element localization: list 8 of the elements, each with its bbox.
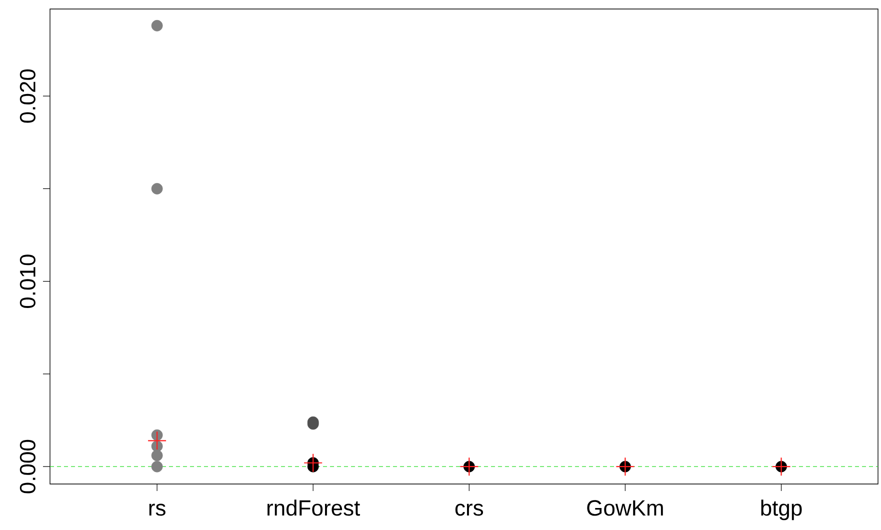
y-tick-label: 0.000 [20, 440, 36, 494]
x-tick-label: crs [455, 504, 484, 516]
y-tick-label: 0.020 [20, 69, 36, 123]
x-tick-label: btgp [761, 500, 802, 520]
x-tick-label: rndForest [268, 500, 360, 516]
x-tick-label: GowKm [587, 500, 663, 516]
x-tick-label: rs [149, 504, 166, 516]
y-tick-label: 0.010 [20, 254, 36, 308]
